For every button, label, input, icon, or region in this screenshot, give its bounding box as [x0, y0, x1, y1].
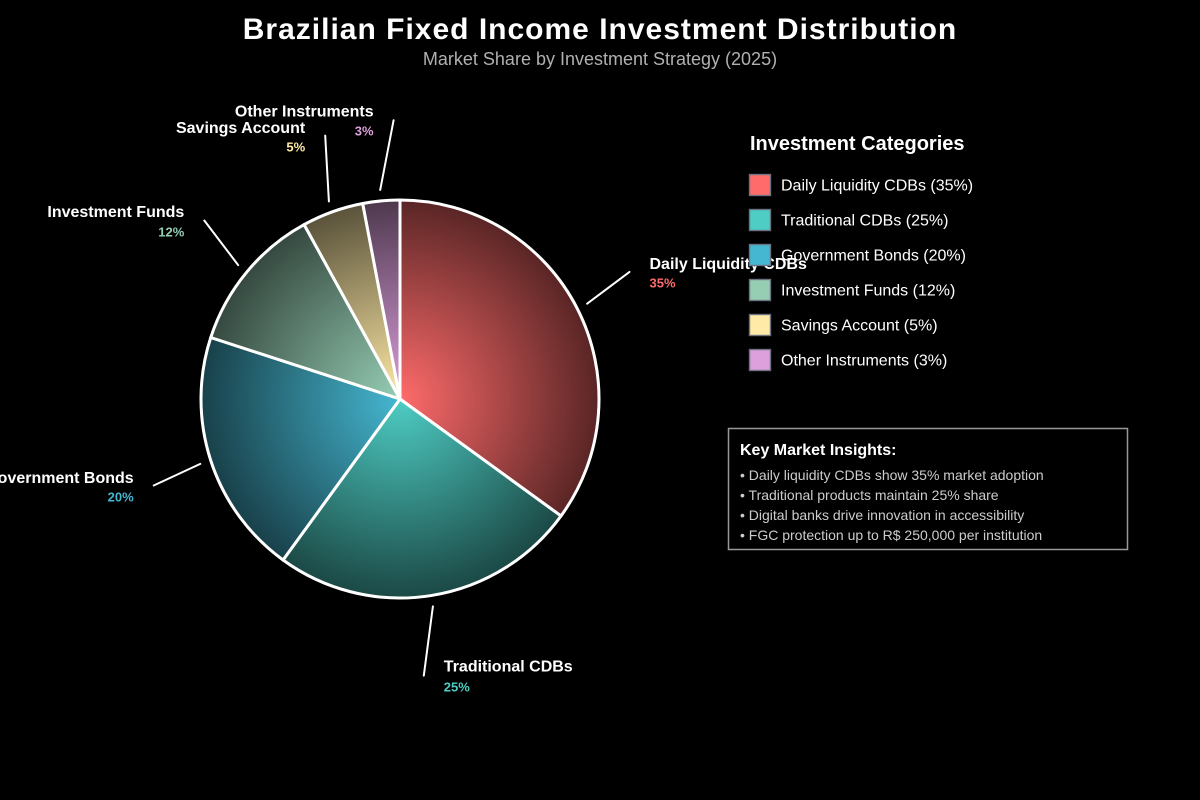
svg-text:Savings Account (5%): Savings Account (5%) [781, 318, 938, 335]
svg-text:• Daily liquidity CDBs show 35: • Daily liquidity CDBs show 35% market a… [740, 467, 1044, 483]
svg-text:35%: 35% [650, 276, 676, 291]
svg-text:• Digital banks drive innovati: • Digital banks drive innovation in acce… [740, 507, 1024, 523]
svg-text:Investment Categories: Investment Categories [750, 133, 965, 155]
svg-text:Other Instruments (3%): Other Instruments (3%) [781, 353, 947, 370]
svg-text:Traditional CDBs: Traditional CDBs [444, 658, 573, 675]
svg-text:Government Bonds (20%): Government Bonds (20%) [781, 248, 966, 265]
svg-text:Key Market Insights:: Key Market Insights: [740, 442, 896, 459]
svg-text:Investment Funds: Investment Funds [47, 204, 184, 221]
svg-text:Government Bonds: Government Bonds [0, 470, 134, 487]
svg-text:Brazilian Fixed Income Investm: Brazilian Fixed Income Investment Distri… [243, 13, 957, 46]
svg-text:Other Instruments: Other Instruments [235, 103, 374, 120]
svg-text:5%: 5% [286, 140, 305, 155]
svg-text:3%: 3% [355, 124, 374, 139]
svg-text:• Traditional products maintai: • Traditional products maintain 25% shar… [740, 487, 999, 503]
svg-text:Savings Account: Savings Account [176, 120, 306, 137]
svg-text:12%: 12% [158, 225, 184, 240]
svg-text:Traditional CDBs (25%): Traditional CDBs (25%) [781, 213, 948, 230]
svg-text:Market Share by Investment Str: Market Share by Investment Strategy (202… [423, 49, 777, 69]
svg-text:Daily Liquidity CDBs (35%): Daily Liquidity CDBs (35%) [781, 178, 973, 195]
svg-text:Investment Funds (12%): Investment Funds (12%) [781, 283, 955, 300]
svg-text:25%: 25% [444, 680, 470, 695]
svg-text:20%: 20% [108, 490, 134, 505]
svg-text:• FGC protection up to R$ 250,: • FGC protection up to R$ 250,000 per in… [740, 527, 1042, 543]
